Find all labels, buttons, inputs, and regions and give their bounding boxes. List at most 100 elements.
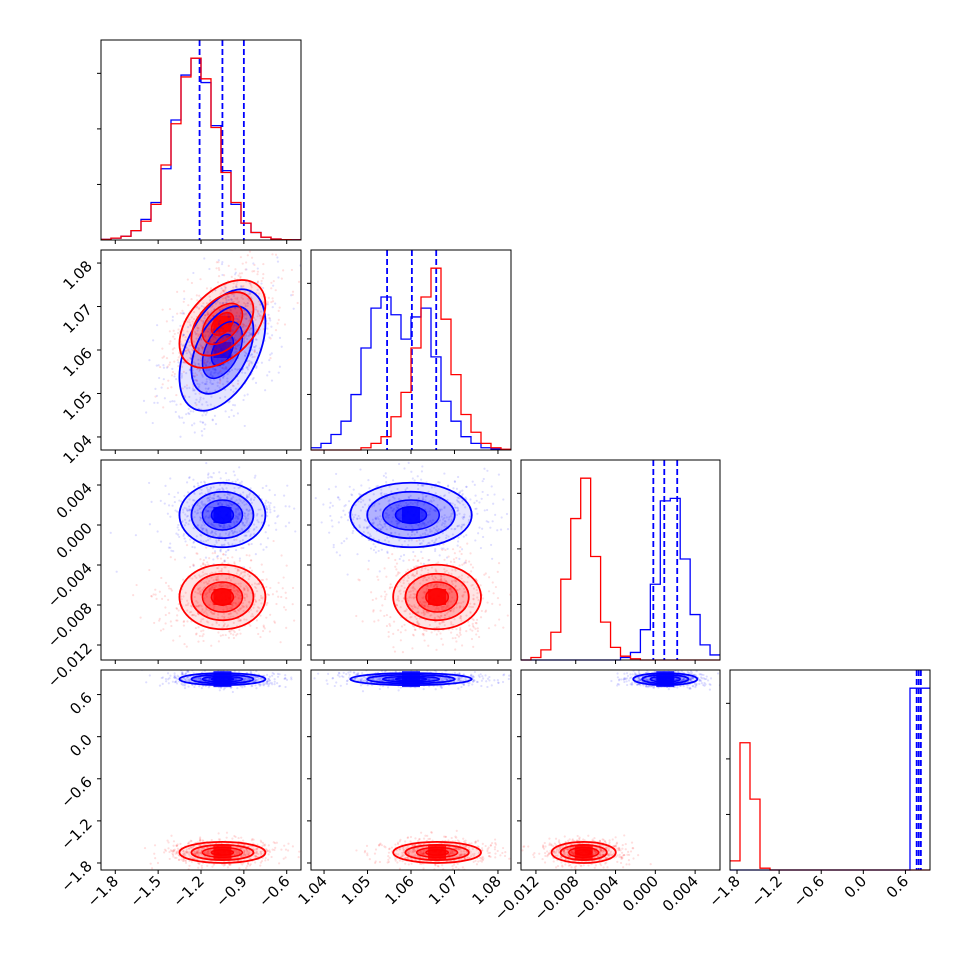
sample-point: [453, 503, 456, 506]
sample-point: [459, 490, 462, 493]
sample-point: [344, 503, 347, 507]
sample-point: [439, 591, 442, 594]
sample-point: [224, 325, 227, 328]
sample-point: [221, 366, 224, 369]
sample-point: [284, 685, 287, 689]
sample-point: [359, 493, 362, 496]
sample-point: [254, 598, 257, 601]
sample-point: [427, 490, 430, 493]
sample-point: [165, 320, 168, 323]
sample-point: [172, 850, 176, 853]
sample-point: [420, 524, 423, 527]
sample-point: [163, 851, 166, 854]
sample-point: [424, 533, 427, 536]
sample-point: [505, 512, 509, 516]
sample-point: [250, 362, 253, 365]
sample-point: [225, 295, 228, 298]
sample-point: [216, 318, 219, 321]
sample-point: [257, 521, 260, 524]
sample-point: [475, 588, 478, 592]
sample-point: [223, 483, 226, 486]
sample-point: [387, 635, 390, 638]
sample-point: [245, 503, 248, 506]
sample-point: [383, 522, 386, 525]
sample-point: [239, 619, 242, 622]
sample-point: [197, 524, 200, 527]
sample-point: [407, 599, 410, 602]
sample-point: [274, 253, 278, 256]
sample-point: [247, 610, 251, 613]
sample-point: [175, 532, 178, 535]
sample-point: [200, 338, 203, 341]
sample-point: [250, 284, 253, 287]
sample-point: [255, 328, 258, 331]
sample-point: [168, 307, 172, 311]
sample-point: [211, 506, 214, 509]
sample-point: [221, 366, 224, 370]
sample-point: [247, 530, 251, 533]
sample-point: [267, 296, 270, 299]
sample-point: [476, 596, 479, 599]
sample-point: [234, 509, 237, 513]
sample-point: [222, 347, 226, 350]
sample-point: [268, 370, 271, 373]
sample-point: [167, 546, 171, 549]
sample-point: [412, 597, 415, 600]
sample-point: [217, 832, 220, 835]
sample-point: [186, 603, 189, 607]
sample-point: [193, 431, 196, 434]
sample-point: [411, 605, 414, 608]
sample-point: [474, 507, 477, 511]
sample-point: [187, 668, 189, 670]
sample-point: [252, 680, 255, 683]
sample-point: [416, 504, 419, 507]
sample-point: [263, 682, 266, 685]
sample-point: [248, 319, 251, 323]
sample-point: [258, 314, 262, 317]
sample-point: [453, 506, 457, 509]
sample-point: [207, 357, 210, 361]
sample-point: [225, 595, 228, 598]
sample-point: [468, 605, 471, 608]
sample-point: [471, 583, 474, 587]
sample-point: [208, 677, 211, 680]
sample-point: [184, 672, 187, 676]
sample-point: [416, 620, 419, 623]
sample-point: [379, 492, 382, 495]
sample-point: [463, 513, 466, 516]
sample-point: [204, 382, 207, 385]
sample-point: [247, 293, 250, 296]
sample-point: [197, 677, 200, 680]
sample-point: [187, 523, 190, 526]
sample-point: [269, 353, 272, 356]
sample-point: [223, 566, 226, 569]
sample-point: [237, 670, 241, 674]
sample-point: [235, 634, 238, 637]
sample-point: [239, 572, 243, 575]
sample-point: [170, 624, 173, 628]
sample-point: [240, 325, 244, 328]
sample-point: [188, 519, 191, 523]
sample-point: [268, 317, 271, 320]
sample-point: [195, 398, 198, 401]
sample-point: [201, 635, 204, 638]
sample-point: [221, 302, 224, 305]
sample-point: [207, 849, 210, 853]
sample-point: [402, 559, 405, 562]
sample-point: [220, 517, 223, 520]
sample-point: [254, 381, 258, 384]
sample-point: [450, 580, 454, 584]
sample-point: [231, 496, 235, 499]
sample-point: [394, 531, 397, 534]
sample-point: [267, 684, 270, 688]
sample-point: [209, 379, 212, 382]
sample-point: [232, 621, 235, 624]
sample-point: [250, 845, 253, 848]
sample-point: [153, 852, 156, 855]
sample-point: [429, 614, 432, 617]
sample-point: [219, 477, 222, 480]
sample-point: [412, 589, 415, 592]
sample-point: [218, 386, 221, 389]
sample-point: [422, 632, 425, 635]
sample-point: [167, 584, 170, 588]
